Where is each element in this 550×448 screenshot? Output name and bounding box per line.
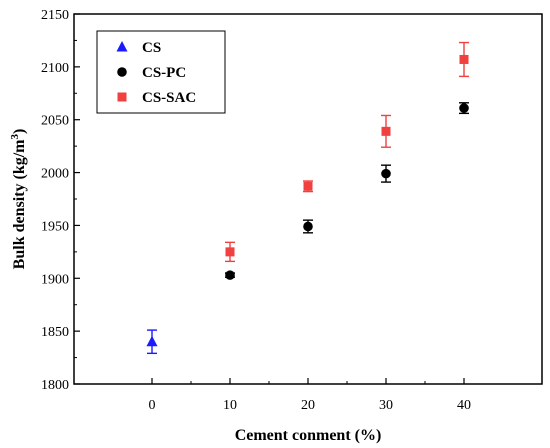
cs-pc-point [381,168,391,179]
cs-sac-point [225,247,235,257]
y-tick-label: 2050 [41,114,69,129]
plot-frame [73,13,543,385]
y-tick-label: 1850 [41,325,69,340]
x-tick-label: 30 [379,398,393,413]
y-axis-label-main: Bulk density (kg/m [11,139,28,269]
series-cs [146,329,158,355]
cs-sac-point [459,54,469,64]
y-axis-label-close: ) [11,129,28,134]
legend-label-cs-sac: CS-SAC [142,90,196,106]
x-tick-label: 10 [223,398,237,413]
x-tick-label: 20 [301,398,315,413]
legend-label-cs-pc: CS-PC [142,65,186,81]
y-tick-label: 2100 [41,61,69,76]
legend-label-cs: CS [142,40,161,56]
y-tick-label: 2000 [41,167,69,182]
y-axis-label: Bulk density (kg/m3) [9,129,28,270]
cs-sac-point [303,181,313,191]
x-tick-label: 0 [149,398,156,413]
series-cs-pc [225,102,469,280]
cs-sac-point [381,126,391,136]
cs-pc-point [225,270,235,280]
cs-pc-point [459,103,469,113]
legend-marker-cs-sac [117,92,127,102]
cs-point [146,335,158,347]
y-tick-label: 1900 [41,272,69,287]
y-tick-label: 1950 [41,219,69,234]
x-tick-label: 40 [457,398,471,413]
legend-marker-cs [116,41,128,52]
legend-marker-cs-pc [117,67,127,77]
y-axis-label-superscript: 3 [9,134,21,140]
data-points [146,41,469,355]
y-tick-label: 2150 [41,8,69,23]
legend: CS CS-PC CS-SAC [96,30,226,114]
x-axis-label: Cement conment (%) [235,427,382,444]
axis-ticks: 0 10 20 30 40 1800 1850 1900 1950 2000 2050 2100 215… [41,8,471,413]
cs-pc-point [303,221,313,232]
y-tick-label: 1800 [41,378,69,393]
series-cs-sac [225,41,469,263]
